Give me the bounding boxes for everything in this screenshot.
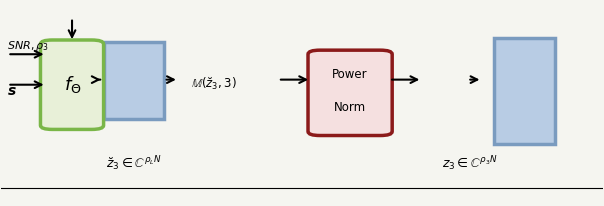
FancyBboxPatch shape	[495, 38, 554, 144]
Text: $\mathbb{M}(\breve{z}_3, 3)$: $\mathbb{M}(\breve{z}_3, 3)$	[191, 75, 236, 92]
Text: $\breve{z}_3 \in \mathbb{C}^{\rho_L N}$: $\breve{z}_3 \in \mathbb{C}^{\rho_L N}$	[106, 155, 161, 173]
Text: $SNR, \rho_3$: $SNR, \rho_3$	[7, 39, 50, 53]
FancyBboxPatch shape	[40, 40, 104, 129]
FancyBboxPatch shape	[104, 42, 164, 119]
Text: $f_\Theta$: $f_\Theta$	[63, 74, 81, 95]
Text: Power: Power	[332, 68, 368, 81]
Text: $z_3 \in \mathbb{C}^{\rho_3 N}$: $z_3 \in \mathbb{C}^{\rho_3 N}$	[442, 155, 498, 173]
FancyBboxPatch shape	[308, 50, 392, 136]
Text: Norm: Norm	[334, 101, 366, 114]
Text: $\boldsymbol{s}$: $\boldsymbol{s}$	[7, 84, 17, 98]
